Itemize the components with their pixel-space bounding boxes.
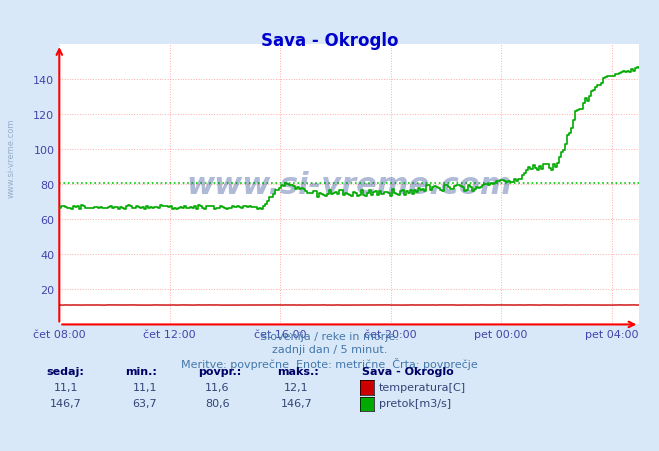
Text: temperatura[C]: temperatura[C] [379, 382, 466, 392]
Text: 63,7: 63,7 [132, 398, 158, 408]
Text: 12,1: 12,1 [284, 382, 309, 392]
Text: 11,6: 11,6 [205, 382, 230, 392]
Text: 146,7: 146,7 [281, 398, 312, 408]
Text: min.:: min.: [125, 366, 157, 376]
Text: povpr.:: povpr.: [198, 366, 241, 376]
Text: zadnji dan / 5 minut.: zadnji dan / 5 minut. [272, 344, 387, 354]
Text: pretok[m3/s]: pretok[m3/s] [379, 398, 451, 408]
Text: 146,7: 146,7 [50, 398, 82, 408]
Text: www.si-vreme.com: www.si-vreme.com [186, 170, 512, 199]
Text: Meritve: povprečne  Enote: metrične  Črta: povprečje: Meritve: povprečne Enote: metrične Črta:… [181, 357, 478, 369]
Text: Slovenija / reke in morje.: Slovenija / reke in morje. [260, 331, 399, 341]
Text: maks.:: maks.: [277, 366, 318, 376]
Text: sedaj:: sedaj: [46, 366, 84, 376]
Text: 11,1: 11,1 [132, 382, 158, 392]
Text: 11,1: 11,1 [53, 382, 78, 392]
Text: Sava - Okroglo: Sava - Okroglo [362, 366, 454, 376]
Text: Sava - Okroglo: Sava - Okroglo [261, 32, 398, 50]
Text: www.si-vreme.com: www.si-vreme.com [7, 118, 16, 198]
Text: 80,6: 80,6 [205, 398, 230, 408]
